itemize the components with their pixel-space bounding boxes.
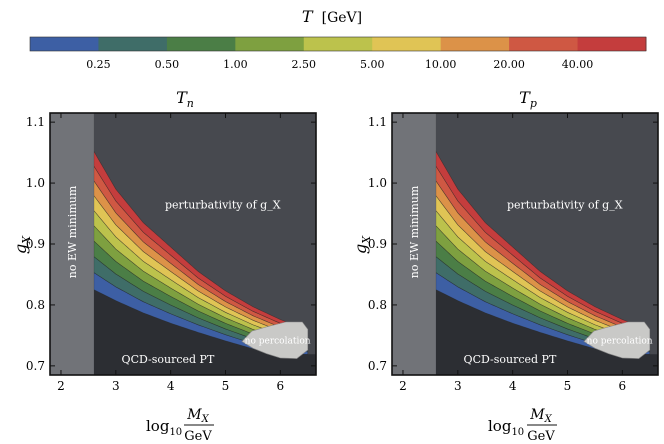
colorbar-tick-label: 1.00 [223,58,248,71]
no-percolation-region [241,321,309,359]
y-tick-label: 1.0 [26,176,45,190]
colorbar-swatch [372,37,442,51]
panel-title-tp-sub: p [530,97,537,110]
colorbar-swatch [30,37,99,51]
perturbativity-label: perturbativity of g_X [507,199,623,212]
colorbar-tick-label: 20.00 [493,58,525,71]
x-axis-label-tn: log10 MX GeV [146,407,214,444]
y-tick-label: 0.7 [26,359,45,373]
x-tick-label: 5 [564,379,572,393]
colorbar-tick-label: 5.00 [360,58,385,71]
colorbar-tick-label: 10.00 [425,58,457,71]
y-axis-label-tn: gX [11,235,33,254]
qcd-sourced-label: QCD-sourced PT [464,353,557,366]
x-tick-label: 3 [112,379,120,393]
svg-text:gX: gX [351,235,373,254]
y-tick-label: 0.9 [368,237,387,251]
no-ew-minimum-label: no EW minimum [66,185,79,278]
no-ew-minimum-region [50,113,94,375]
y-tick-label: 1.1 [368,115,387,129]
plot-area [50,113,316,375]
panel-title-tn: Tn [176,88,194,110]
svg-text:GeV: GeV [527,429,555,444]
svg-text:log10: log10 [146,417,182,438]
colorbar-title: T [GeV] [302,7,362,26]
colorbar-swatch [98,37,168,51]
x-tick-label: 5 [222,379,230,393]
no-percolation-region [583,321,651,359]
no-percolation-label: no percolation [587,336,653,346]
colorbar: 0.25 0.50 1.00 2.50 5.00 10.00 20.00 40.00 [29,36,647,71]
svg-text:MX: MX [186,407,209,425]
x-tick-label: 3 [454,379,462,393]
x-tick-label: 6 [619,379,627,393]
colorbar-title-unit: [GeV] [322,10,363,26]
y-tick-label: 0.9 [26,237,45,251]
colorbar-swatch [166,37,236,51]
no-ew-minimum-label: no EW minimum [408,185,421,278]
colorbar-title-var: T [302,7,314,26]
colorbar-tick-label: 0.50 [155,58,180,71]
x-axis-label-tp: log10 MX GeV [488,407,557,444]
svg-text:MX: MX [529,407,552,425]
no-percolation-label: no percolation [245,336,311,346]
plot-panel-tn: no EW minimum perturbativity of g_X QCD-so… [26,112,317,393]
x-tick-label: 4 [509,379,517,393]
svg-text:gX: gX [11,235,33,254]
colorbar-tick-label: 2.50 [292,58,317,71]
colorbar-swatch [509,37,579,51]
no-ew-minimum-region [392,113,436,375]
qcd-sourced-region [435,289,658,375]
perturbativity-label: perturbativity of g_X [165,199,281,212]
x-tick-label: 6 [277,379,285,393]
colorbar-frame [29,36,647,52]
qcd-sourced-label: QCD-sourced PT [122,353,215,366]
colorbar-swatch [440,37,510,51]
x-tick-label: 2 [57,379,65,393]
colorbar-tick-label: 40.00 [562,58,594,71]
panel-title-tp: Tp [519,88,537,110]
panel-title-tn-sub: n [187,97,194,110]
qcd-sourced-region [93,289,316,375]
svg-text:GeV: GeV [184,429,212,444]
y-tick-label: 1.0 [368,176,387,190]
plot-area [392,113,658,375]
colorbar-tick-label: 0.25 [86,58,111,71]
y-axis-label-tp: gX [351,235,373,254]
panel-title-tp-base: T [519,88,531,107]
svg-text:log10: log10 [488,417,524,438]
x-tick-label: 4 [167,379,175,393]
y-tick-label: 1.1 [26,115,45,129]
colorbar-swatch [577,37,647,51]
panel-title-tn-base: T [176,88,188,107]
y-tick-label: 0.8 [26,298,45,312]
colorbar-swatch [303,37,373,51]
y-tick-label: 0.8 [368,298,387,312]
y-tick-label: 0.7 [368,359,387,373]
colorbar-swatch [235,37,305,51]
x-tick-label: 2 [399,379,407,393]
plot-panel-tp: no EW minimum perturbativity of g_X QCD-so… [368,112,659,393]
